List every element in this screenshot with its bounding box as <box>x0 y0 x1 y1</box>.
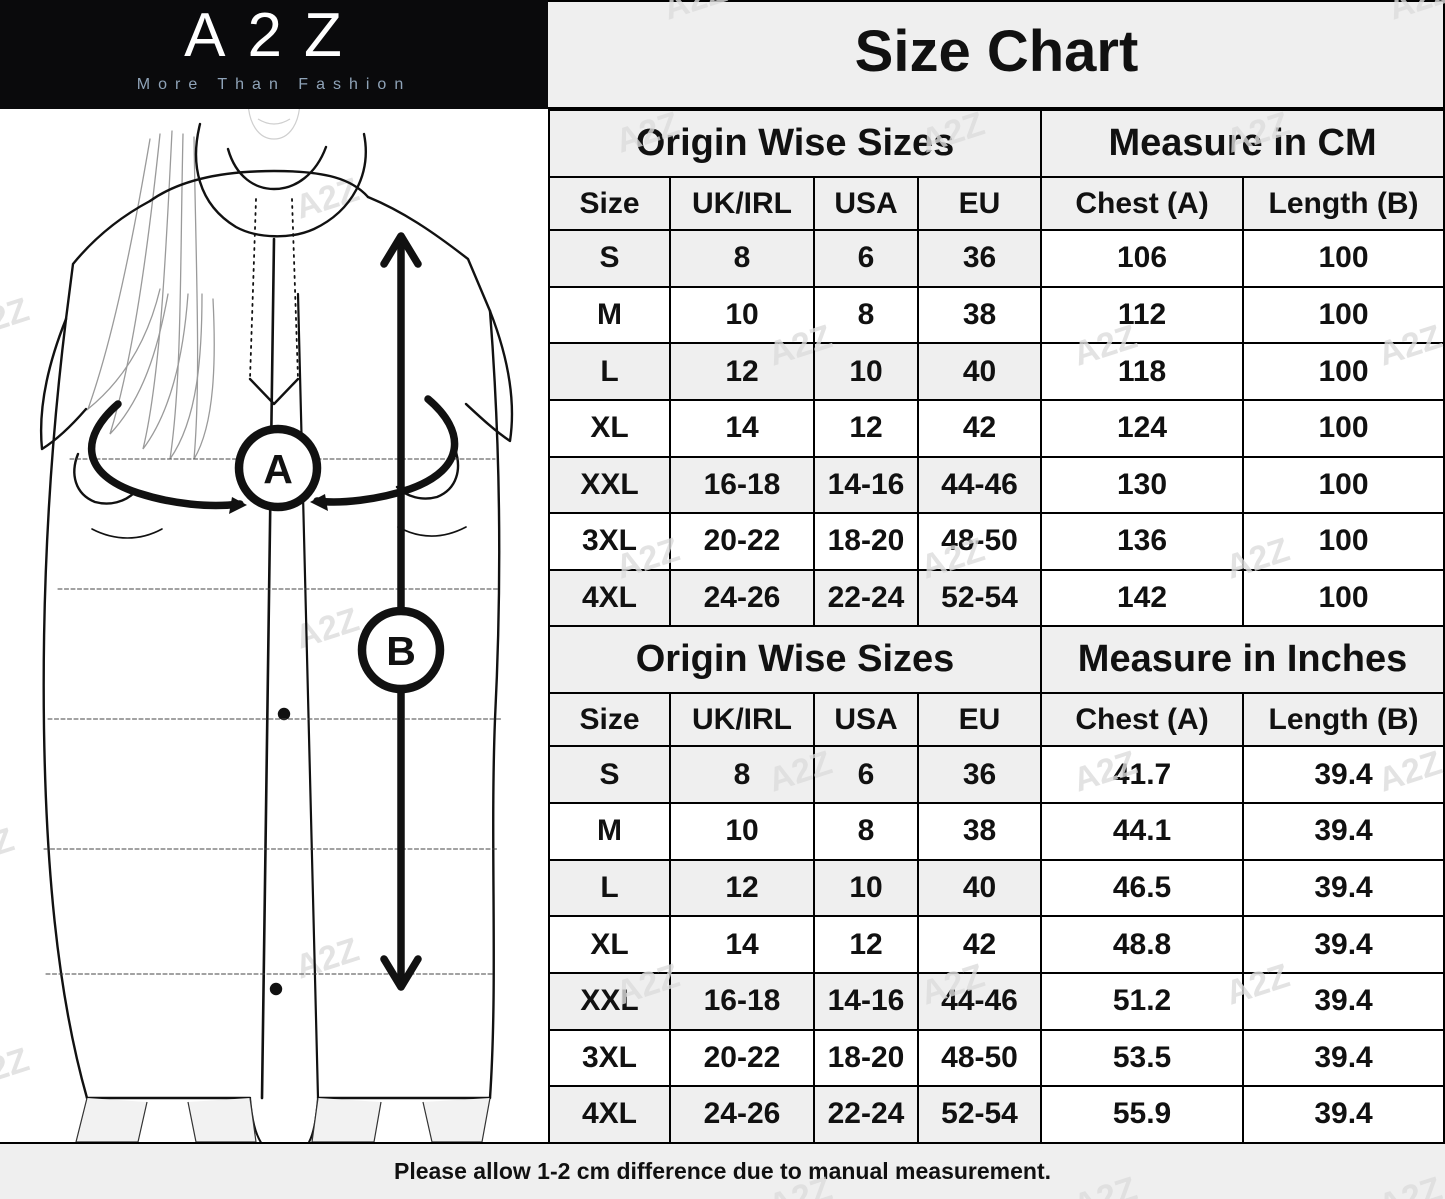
svg-text:A2Z: A2Z <box>291 601 364 657</box>
svg-text:B: B <box>386 628 416 674</box>
svg-text:A2Z: A2Z <box>291 931 364 987</box>
svg-text:A: A <box>263 446 293 492</box>
svg-text:A2Z: A2Z <box>0 291 34 347</box>
svg-text:A2Z: A2Z <box>0 821 19 877</box>
svg-text:A2Z: A2Z <box>0 1041 34 1097</box>
